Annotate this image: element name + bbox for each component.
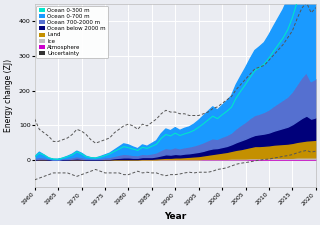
X-axis label: Year: Year xyxy=(164,212,186,221)
Y-axis label: Energy change (ZJ): Energy change (ZJ) xyxy=(4,59,13,132)
Legend: Ocean 0-300 m, Ocean 0-700 m, Ocean 700-2000 m, Ocean below 2000 m, Land, Ice, A: Ocean 0-300 m, Ocean 0-700 m, Ocean 700-… xyxy=(36,6,108,58)
